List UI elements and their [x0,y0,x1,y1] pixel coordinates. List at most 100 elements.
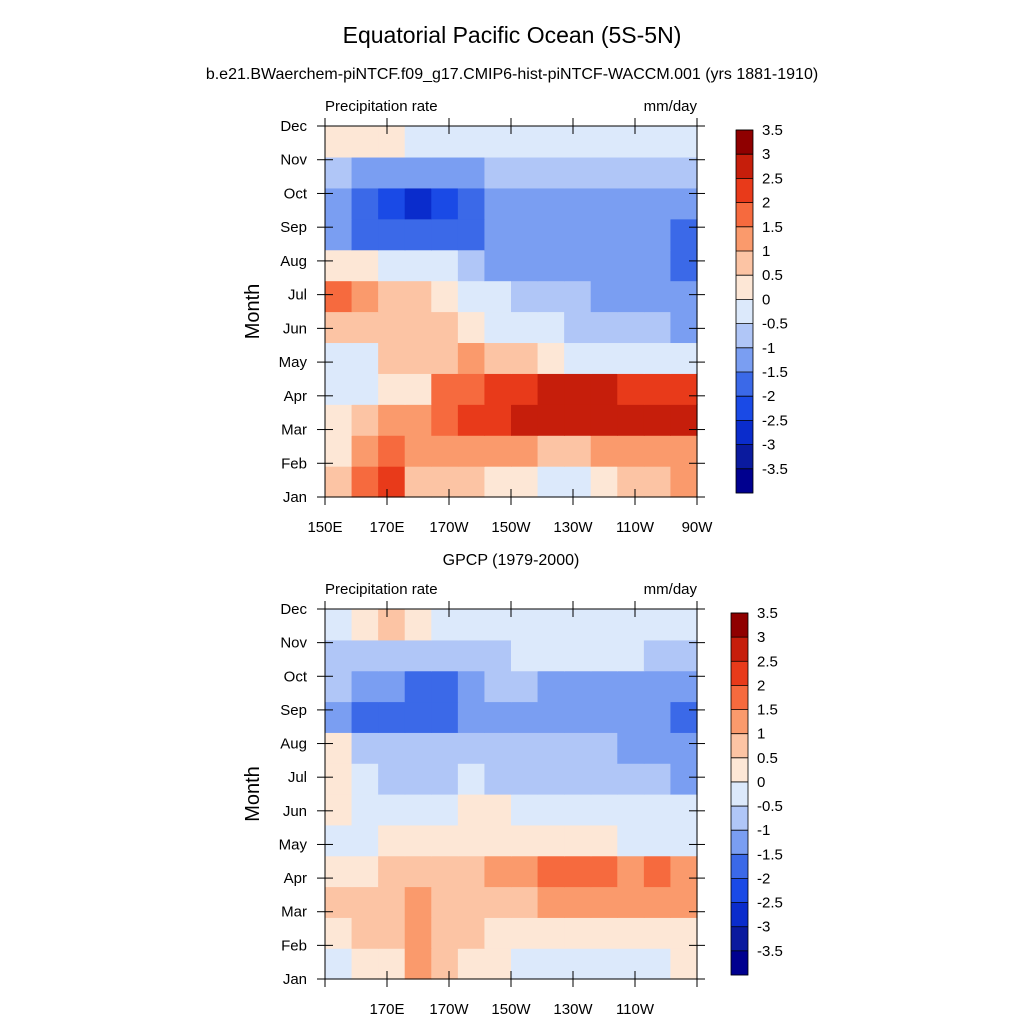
colorbar-label: 3.5 [757,605,778,622]
colorbar-swatch [736,323,753,349]
colorbar-swatch [736,226,753,252]
heat-cell [590,886,618,918]
heat-cell [378,948,406,980]
heat-cell [484,794,512,826]
heat-cell [325,342,353,374]
heat-cell [564,609,592,641]
heat-cell [670,218,698,251]
heat-cell [537,732,565,764]
heat-cell [457,794,486,826]
heat-cell [643,701,672,733]
heat-cell [404,701,432,733]
colorbar-swatch [731,902,748,928]
heat-cell [643,917,672,949]
panel-2 [317,601,749,987]
colorbar-swatch [731,709,748,734]
colorbar-label: -1 [762,340,775,357]
heat-cell [617,280,645,313]
heat-cell [457,886,486,918]
heat-cell [404,156,432,189]
heat-cell [431,948,459,980]
heat-cell [670,249,698,282]
heat-cell [351,311,379,344]
heat-cell [617,763,645,795]
heat-cell [537,886,565,918]
heat-cell [670,670,698,703]
heat-cell [617,639,645,672]
colorbar-swatch [736,444,753,470]
colorbar-label: -2.5 [757,895,783,912]
heat-cell [404,794,432,826]
heat-cell [378,855,406,888]
colorbar-label: -3.5 [762,461,788,478]
heat-cell [325,855,353,888]
heat-cell [590,701,618,733]
heat-cell [511,855,539,888]
heat-cell [325,824,353,857]
heat-cell [564,917,592,949]
heat-cell [325,187,353,220]
heat-cell [617,126,645,158]
heat-cell [590,342,618,374]
heat-cell [457,311,486,344]
heat-cell [457,732,486,764]
heat-cell [564,435,592,467]
heat-cell [537,948,565,980]
heat-cell [378,670,406,703]
heat-cell [325,701,353,733]
heat-cell [404,917,432,949]
heat-cell [351,609,379,641]
heat-cell [643,373,672,405]
heat-cell [378,342,406,374]
heat-cell [351,435,379,467]
heat-cell [404,404,432,436]
heat-cell [404,670,432,703]
heat-cell [431,218,459,251]
heat-cell [643,249,672,282]
heat-cell [643,280,672,313]
y-tick-label: Sep [280,219,307,236]
colorbar-swatch [736,202,753,228]
heat-cell [564,824,592,857]
x-tick-label: 170W [429,519,469,536]
heat-cell [484,824,512,857]
y-tick-label: Dec [280,118,307,135]
heat-cell [351,732,379,764]
y-tick-label: Jan [283,971,307,988]
colorbar-label: 1 [762,243,770,260]
heat-cell [590,948,618,980]
heat-cell [351,280,379,313]
heat-cell [511,917,539,949]
heat-cell [643,639,672,672]
y-tick-label: Jun [283,320,307,337]
heat-cell [404,249,432,282]
heat-cell [564,886,592,918]
heat-cell [511,435,539,467]
heat-cell [537,218,565,251]
heat-cell [511,249,539,282]
y-tick-label: Jun [283,803,307,820]
y-tick-label: Dec [280,601,307,618]
heat-cell [351,373,379,405]
heat-cell [404,824,432,857]
colorbar-swatch [731,685,748,710]
heat-cell [325,917,353,949]
colorbar-swatch [731,830,748,855]
heat-cell [484,948,512,980]
heat-cell [325,794,353,826]
heat-cell [484,126,512,158]
heat-cell [325,435,353,467]
heat-cell [670,280,698,313]
heat-cell [484,732,512,764]
heat-cell [643,824,672,857]
colorbar-label: 1.5 [757,702,778,719]
colorbar-label: -1 [757,822,770,839]
colorbar-swatch [736,420,753,445]
heat-cell [617,917,645,949]
heat-cell [590,794,618,826]
colorbar-label: -3 [757,919,770,936]
heat-cell [511,311,539,344]
heat-cell [431,732,459,764]
heat-cell [351,466,379,498]
